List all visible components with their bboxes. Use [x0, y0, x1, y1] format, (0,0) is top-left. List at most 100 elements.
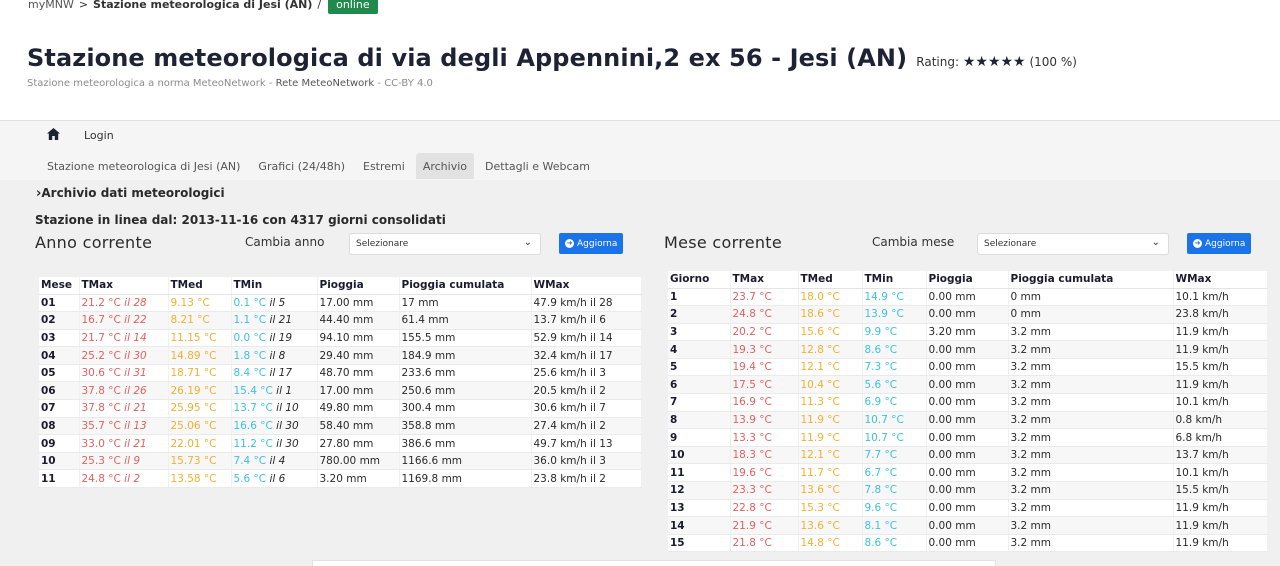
- year-select[interactable]: Selezionare ⌄: [349, 233, 541, 255]
- rain-cell: 0.00 mm: [926, 463, 1009, 483]
- tab-grafici[interactable]: Grafici (24/48h): [258, 160, 345, 173]
- wmax-cell: 47.9 km/h il 28: [531, 294, 642, 313]
- tmed-cell: 11.9 °C: [798, 411, 863, 430]
- tmax-day: il 28: [124, 296, 147, 309]
- rain-cell: 0.00 mm: [926, 305, 1009, 324]
- tmin-cell: 9.6 °C: [862, 499, 927, 518]
- tab-dettagli-webcam[interactable]: Dettagli e Webcam: [485, 160, 590, 173]
- tmin-value: 5.6 °C: [233, 472, 267, 485]
- tmin-value: 1.8 °C: [233, 349, 267, 362]
- table-row: 07 37.8 °C il 21 25.95 °C 13.7 °C il 10 49.8…: [39, 399, 642, 418]
- tmin-day: il 10: [276, 402, 299, 415]
- tmed-cell: 26.19 °C: [168, 381, 232, 401]
- tmax-value: 21.7 °C: [81, 331, 121, 344]
- tmin-cell: 8.4 °C il 17: [231, 364, 318, 383]
- table-row: 10 25.3 °C il 9 15.73 °C 7.4 °C il 4 780.00 …: [39, 452, 642, 471]
- table-row: 8 13.9 °C 11.9 °C 10.7 °C 0.00 mm 3.2 mm 0.8 k…: [668, 411, 1268, 430]
- tab-estremi[interactable]: Estremi: [363, 160, 405, 173]
- month-panel-title: Mese corrente: [664, 233, 783, 252]
- tmed-cell: 25.95 °C: [168, 399, 232, 418]
- day-cell: 9: [668, 428, 731, 447]
- month-select[interactable]: Selezionare ⌄: [977, 233, 1169, 255]
- table-row: 12 23.3 °C 13.6 °C 7.8 °C 0.00 mm 3.2 mm 15.5 …: [668, 481, 1268, 500]
- cumulative-rain-cell: 250.6 mm: [399, 381, 532, 401]
- table-row: 06 37.8 °C il 26 26.19 °C 15.4 °C il 1 17.00…: [39, 381, 642, 401]
- day-cell: 7: [668, 393, 731, 412]
- tmin-cell: 10.7 °C: [862, 411, 927, 430]
- cumulative-rain-cell: 61.4 mm: [399, 311, 532, 330]
- rain-cell: 0.00 mm: [926, 340, 1009, 359]
- tmax-cell: 24.8 °C: [730, 305, 799, 324]
- col-header: WMax: [531, 277, 642, 295]
- col-header: Mese: [39, 277, 80, 295]
- table-row: 02 16.7 °C il 22 8.21 °C 1.1 °C il 21 44.40 …: [39, 311, 642, 330]
- year-refresh-button[interactable]: ➜ Aggiorna: [559, 233, 624, 254]
- rain-cell: 0.00 mm: [926, 375, 1009, 395]
- col-header: Pioggia: [317, 277, 400, 295]
- wmax-cell: 11.9 km/h: [1173, 534, 1268, 553]
- tmax-cell: 37.8 °C il 26: [79, 381, 169, 401]
- rating-percent: (100 %): [1029, 55, 1077, 69]
- archive-section-title[interactable]: ›Archivio dati meteorologici: [36, 186, 225, 201]
- cumulative-rain-cell: 3.2 mm: [1008, 516, 1174, 535]
- cumulative-rain-cell: 3.2 mm: [1008, 481, 1174, 500]
- wmax-cell: 30.6 km/h il 7: [531, 399, 642, 418]
- day-cell: 10: [668, 446, 731, 465]
- month-cell: 10: [39, 452, 80, 471]
- tmed-cell: 11.3 °C: [798, 393, 863, 412]
- rating-label: Rating:: [916, 55, 960, 69]
- cumulative-rain-cell: 3.2 mm: [1008, 340, 1174, 359]
- cumulative-rain-cell: 3.2 mm: [1008, 358, 1174, 377]
- rain-cell: 0.00 mm: [926, 499, 1009, 518]
- tmed-cell: 10.4 °C: [798, 375, 863, 395]
- col-header: TMed: [168, 277, 232, 295]
- tmax-day: il 21: [124, 402, 147, 415]
- login-link[interactable]: Login: [84, 129, 114, 142]
- tmax-cell: 18.3 °C: [730, 446, 799, 465]
- wmax-cell: 32.4 km/h il 17: [531, 346, 642, 365]
- tmax-cell: 21.7 °C il 14: [79, 329, 169, 348]
- home-icon[interactable]: [47, 128, 60, 144]
- tmin-day: il 21: [269, 314, 293, 327]
- table-row: 04 25.2 °C il 30 14.89 °C 1.8 °C il 8 29.40 …: [39, 346, 642, 365]
- year-change-label: Cambia anno: [245, 235, 325, 249]
- table-row: 4 19.3 °C 12.8 °C 8.6 °C 0.00 mm 3.2 mm 11.9 k…: [668, 340, 1268, 359]
- table-row: 14 21.9 °C 13.6 °C 8.1 °C 0.00 mm 3.2 mm 11.9 …: [668, 516, 1268, 535]
- tab-stazione[interactable]: Stazione meteorologica di Jesi (AN): [47, 160, 241, 173]
- tmin-day: il 30: [276, 437, 299, 450]
- month-cell: 09: [39, 434, 80, 453]
- tmax-value: 30.6 °C: [81, 367, 121, 380]
- tmed-cell: 11.7 °C: [798, 463, 863, 483]
- tmin-cell: 7.8 °C: [862, 481, 927, 500]
- archive-title-text: Archivio dati meteorologici: [41, 186, 225, 200]
- breadcrumb-home-link[interactable]: myMNW: [28, 0, 74, 11]
- tmax-cell: 23.7 °C: [730, 288, 799, 307]
- rain-cell: 3.20 mm: [317, 469, 400, 489]
- tmin-value: 15.4 °C: [233, 384, 273, 397]
- col-header: TMax: [79, 277, 169, 295]
- rain-cell: 17.00 mm: [317, 381, 400, 401]
- rain-cell: 0.00 mm: [926, 288, 1009, 307]
- table-row: 03 21.7 °C il 14 11.15 °C 0.0 °C il 19 94.10…: [39, 329, 642, 348]
- tmax-cell: 25.2 °C il 30: [79, 346, 169, 365]
- table-row: 09 33.0 °C il 21 22.01 °C 11.2 °C il 30 27.8…: [39, 434, 642, 453]
- page-subtitle: Stazione meteorologica a norma MeteoNetw…: [27, 78, 433, 89]
- tmed-cell: 25.06 °C: [168, 417, 232, 436]
- cumulative-rain-cell: 3.2 mm: [1008, 393, 1174, 412]
- cumulative-rain-cell: 0 mm: [1008, 305, 1174, 324]
- tmax-cell: 17.5 °C: [730, 375, 799, 395]
- month-refresh-button[interactable]: ➜ Aggiorna: [1187, 233, 1252, 254]
- subtitle-network-link[interactable]: Rete MeteoNetwork: [275, 78, 375, 89]
- tmax-cell: 30.6 °C il 31: [79, 364, 169, 383]
- next-section-edge: [312, 560, 996, 566]
- month-cell: 11: [39, 469, 80, 489]
- month-cell: 03: [39, 329, 80, 348]
- tab-archivio[interactable]: Archivio: [415, 153, 475, 179]
- cumulative-rain-cell: 3.2 mm: [1008, 463, 1174, 483]
- tmax-value: 21.2 °C: [81, 296, 121, 309]
- month-refresh-label: Aggiorna: [1205, 238, 1246, 249]
- tmin-day: il 30: [276, 419, 299, 432]
- tmin-cell: 13.7 °C il 10: [231, 399, 318, 418]
- wmax-cell: 10.1 km/h: [1173, 463, 1268, 483]
- rain-cell: 49.80 mm: [317, 399, 400, 418]
